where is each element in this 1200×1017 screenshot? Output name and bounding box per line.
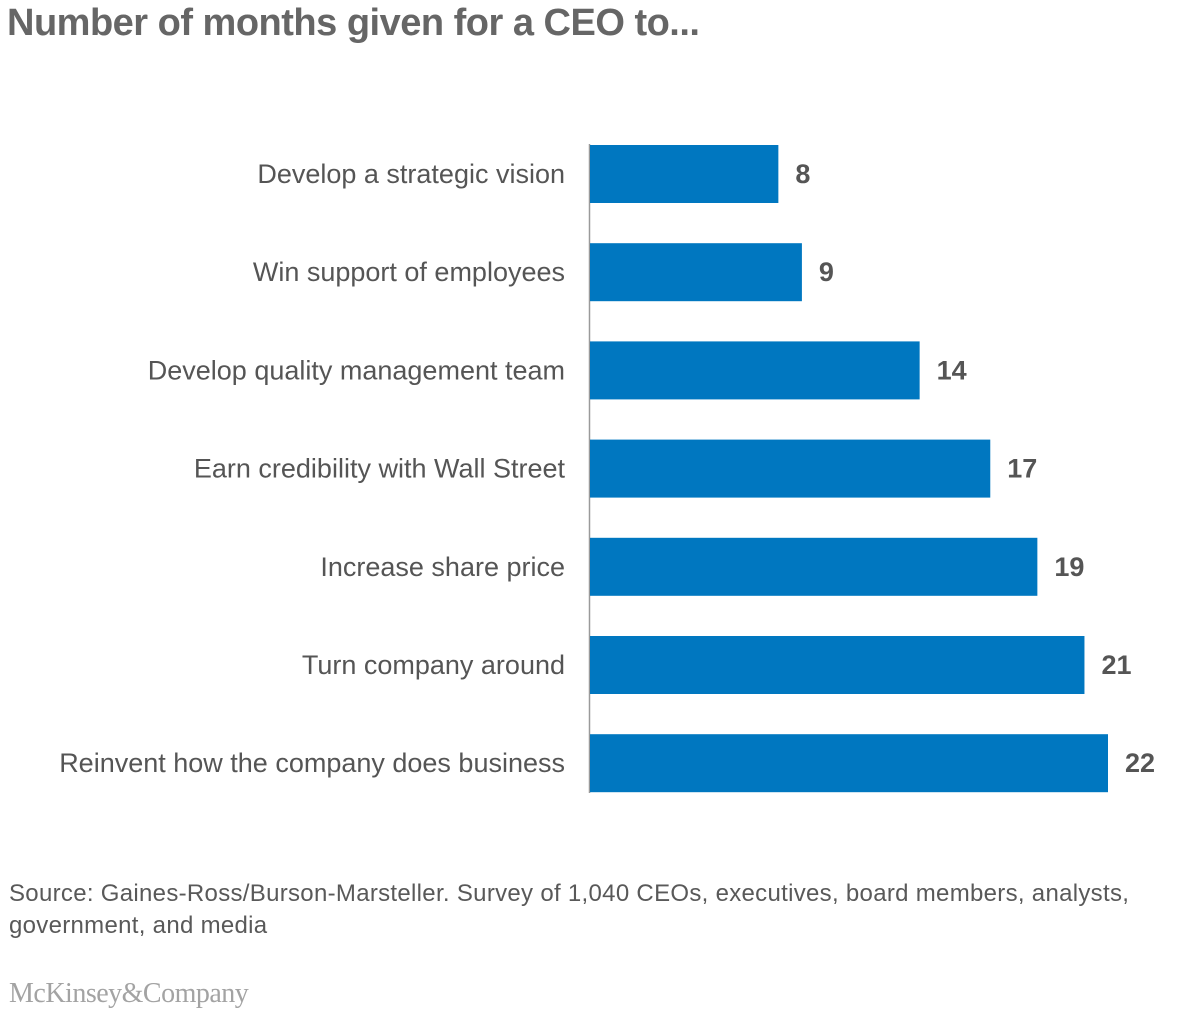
category-label: Turn company around <box>302 650 565 680</box>
category-label: Earn credibility with Wall Street <box>194 454 566 484</box>
value-label: 9 <box>819 257 834 287</box>
category-label: Develop a strategic vision <box>257 159 565 189</box>
value-label: 19 <box>1054 552 1084 582</box>
value-label: 17 <box>1007 454 1037 484</box>
category-label: Develop quality management team <box>148 355 565 385</box>
category-label: Reinvent how the company does business <box>59 748 565 778</box>
bar <box>590 734 1108 793</box>
value-label: 14 <box>937 355 967 385</box>
category-label: Win support of employees <box>253 257 565 287</box>
bar <box>590 145 779 203</box>
bar <box>590 243 802 302</box>
source-note: Source: Gaines-Ross/Burson-Marsteller. S… <box>9 880 1130 939</box>
bar <box>590 341 920 400</box>
bar <box>590 439 991 498</box>
value-label: 21 <box>1101 650 1131 680</box>
bar <box>590 636 1085 694</box>
value-label: 22 <box>1125 748 1155 778</box>
bar <box>590 537 1038 596</box>
bars: Develop a strategic vision 8 Win support o… <box>59 145 1155 793</box>
chart-title: Number of months given for a CEO to... <box>7 2 700 44</box>
bar-chart: Develop a strategic vision 8 Win support o… <box>59 144 1155 793</box>
mckinsey-logo: McKinsey&Company <box>9 978 249 1009</box>
category-label: Increase share price <box>320 552 565 582</box>
value-label: 8 <box>795 159 810 189</box>
